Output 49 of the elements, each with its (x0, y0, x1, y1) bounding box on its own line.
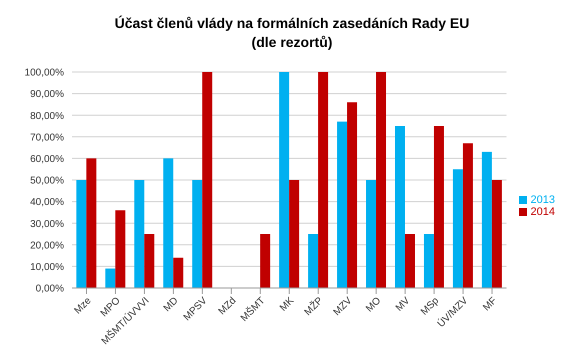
y-tick-label: 90,00% (30, 89, 64, 100)
chart-subtitle: (dle rezortů) (250, 33, 334, 52)
x-tick-label: MV (394, 295, 413, 314)
bar (482, 152, 492, 288)
legend-label: 2013 (530, 194, 555, 206)
bar (366, 180, 376, 288)
x-tick-label: MSp (418, 295, 442, 318)
bar (424, 234, 434, 288)
bar (260, 234, 270, 288)
y-tick-label: 40,00% (30, 197, 64, 208)
x-tick-label: MO (364, 295, 384, 315)
bar (337, 122, 348, 288)
chart-title: Účast členů vlády na formálních zasedáních Rady EU (114, 14, 470, 33)
bar (115, 210, 126, 288)
y-tick-label: 80,00% (30, 110, 64, 122)
bar (76, 180, 86, 288)
bar (452, 169, 463, 288)
y-tick-label: 70,00% (30, 132, 64, 144)
bar (308, 234, 318, 288)
bar (404, 234, 415, 288)
bar (279, 72, 290, 288)
bar (347, 102, 358, 288)
bar (192, 180, 202, 288)
bar (134, 180, 144, 288)
bar (105, 268, 116, 288)
y-tick-label: 100,00% (24, 68, 64, 79)
y-tick-label: 60,00% (30, 154, 64, 165)
y-tick-label: 10,00% (30, 262, 64, 273)
bar (318, 72, 328, 288)
y-tick-label: 0,00% (36, 284, 64, 295)
bar (434, 126, 444, 288)
bar (173, 258, 184, 288)
bar (163, 158, 174, 288)
bar (394, 126, 405, 288)
x-tick-label: MD (162, 295, 181, 314)
x-tick-label: MF (481, 295, 500, 314)
bar (202, 72, 212, 288)
y-tick-label: 30,00% (30, 218, 64, 230)
bar (86, 158, 96, 288)
bar (376, 72, 386, 288)
x-tick-label: Mze (72, 295, 94, 317)
x-tick-label: MK (278, 295, 297, 314)
bar (144, 234, 154, 288)
bar (462, 143, 473, 288)
bar (289, 180, 300, 288)
bar (492, 180, 502, 288)
y-tick-label: 20,00% (30, 240, 64, 252)
legend-label: 2014 (530, 206, 555, 218)
y-tick-label: 50,00% (30, 176, 64, 187)
